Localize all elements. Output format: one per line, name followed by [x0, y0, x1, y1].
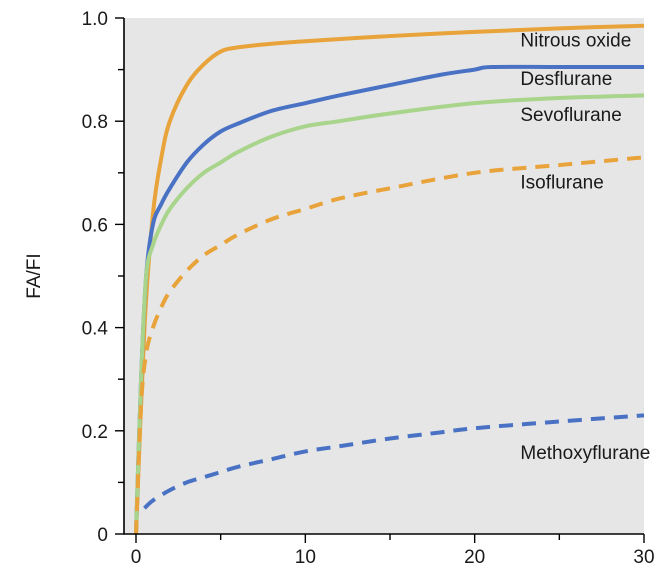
y-tick-label: 0.6 [82, 215, 108, 236]
series-label-desflurane: Desflurane [520, 69, 612, 90]
x-tick-label: 20 [464, 547, 485, 568]
series-label-nitrous-oxide: Nitrous oxide [520, 30, 631, 51]
series-line-isoflurane [134, 155, 645, 535]
y-tick-label: 1.0 [82, 9, 108, 30]
series-label-methoxyflurane: Methoxyflurane [520, 443, 650, 464]
series-layer [134, 23, 645, 535]
series-line-methoxyflurane [143, 413, 645, 510]
series-label-isoflurane: Isoflurane [520, 172, 603, 193]
series-line-sevoflurane [134, 93, 645, 535]
x-tick-label: 30 [633, 547, 654, 568]
y-axis-title: FA/FI [24, 253, 45, 298]
x-tick-label: 10 [295, 547, 316, 568]
y-tick-label: 0 [97, 525, 108, 546]
plot-area [124, 18, 644, 534]
y-tick-label: 0.4 [82, 319, 109, 340]
ticks-layer [115, 17, 645, 543]
labels-layer: 0 10 20 30 0 0.2 0.4 0.6 0.8 1.0 Nitrous oxide Desf… [82, 9, 655, 568]
y-tick-label: 0.8 [82, 112, 108, 133]
x-tick-label: 0 [131, 547, 142, 568]
y-tick-label: 0.2 [82, 422, 108, 443]
series-label-sevoflurane: Sevoflurane [520, 105, 621, 126]
